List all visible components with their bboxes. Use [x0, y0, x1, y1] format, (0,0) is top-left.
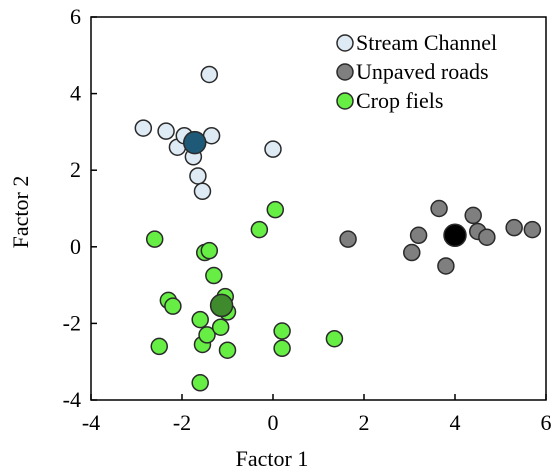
data-point [409, 226, 428, 245]
data-point [145, 230, 164, 248]
data-point [134, 119, 153, 137]
data-point [403, 243, 421, 262]
y-tick-label: 2 [70, 157, 81, 182]
data-point [211, 318, 230, 336]
data-point [339, 230, 357, 248]
centroid-point [443, 223, 467, 248]
data-point [325, 329, 344, 348]
y-tick-label: -2 [63, 310, 81, 335]
x-axis-ticks: -4 -2 0 2 4 6 [82, 394, 552, 435]
legend-marker [336, 92, 354, 110]
data-point [430, 199, 448, 218]
data-point [191, 310, 209, 329]
y-axis-ticks: -4 -2 0 2 4 6 [63, 4, 97, 412]
data-point [191, 374, 209, 392]
legend-label: Stream Channel [356, 30, 497, 55]
legend: Stream Channel Unpaved roads Crop fiels [336, 30, 497, 113]
data-point [198, 326, 216, 344]
legend-label: Crop fiels [356, 88, 443, 113]
data-point [157, 122, 175, 140]
x-tick-label: 4 [450, 410, 461, 435]
data-point [200, 241, 219, 260]
data-point [189, 167, 207, 185]
legend-marker [336, 63, 354, 81]
data-point [250, 220, 269, 239]
data-point [193, 182, 212, 201]
data-point [264, 140, 282, 158]
legend-label: Unpaved roads [356, 59, 489, 84]
data-point [164, 297, 182, 315]
data-point [266, 200, 285, 219]
x-axis-label: Factor 1 [236, 446, 309, 471]
x-tick-label: 2 [359, 410, 370, 435]
y-tick-label: 0 [70, 234, 81, 259]
x-tick-label: 6 [541, 410, 552, 435]
x-tick-label: 0 [268, 410, 279, 435]
centroid-point [209, 293, 234, 318]
legend-marker [336, 34, 354, 52]
centroid-points [182, 130, 467, 318]
data-point [478, 228, 496, 246]
data-point [464, 206, 482, 225]
data-point [218, 341, 237, 359]
centroid-point [182, 130, 207, 155]
data-point [437, 257, 455, 275]
y-axis-label: Factor 2 [8, 176, 33, 249]
y-tick-label: -4 [63, 387, 81, 412]
data-point [273, 322, 291, 340]
data-point [200, 65, 219, 84]
data-point [150, 337, 168, 356]
x-tick-label: -2 [173, 410, 191, 435]
x-tick-label: -4 [82, 410, 100, 435]
data-point [273, 339, 291, 358]
data-point [505, 218, 523, 237]
plot-area: -4 -2 0 2 4 6 -4 -2 0 2 4 6 [63, 4, 552, 435]
data-point [205, 266, 223, 285]
y-tick-label: 4 [70, 81, 81, 106]
y-tick-label: 6 [70, 4, 81, 29]
data-point [523, 220, 542, 239]
